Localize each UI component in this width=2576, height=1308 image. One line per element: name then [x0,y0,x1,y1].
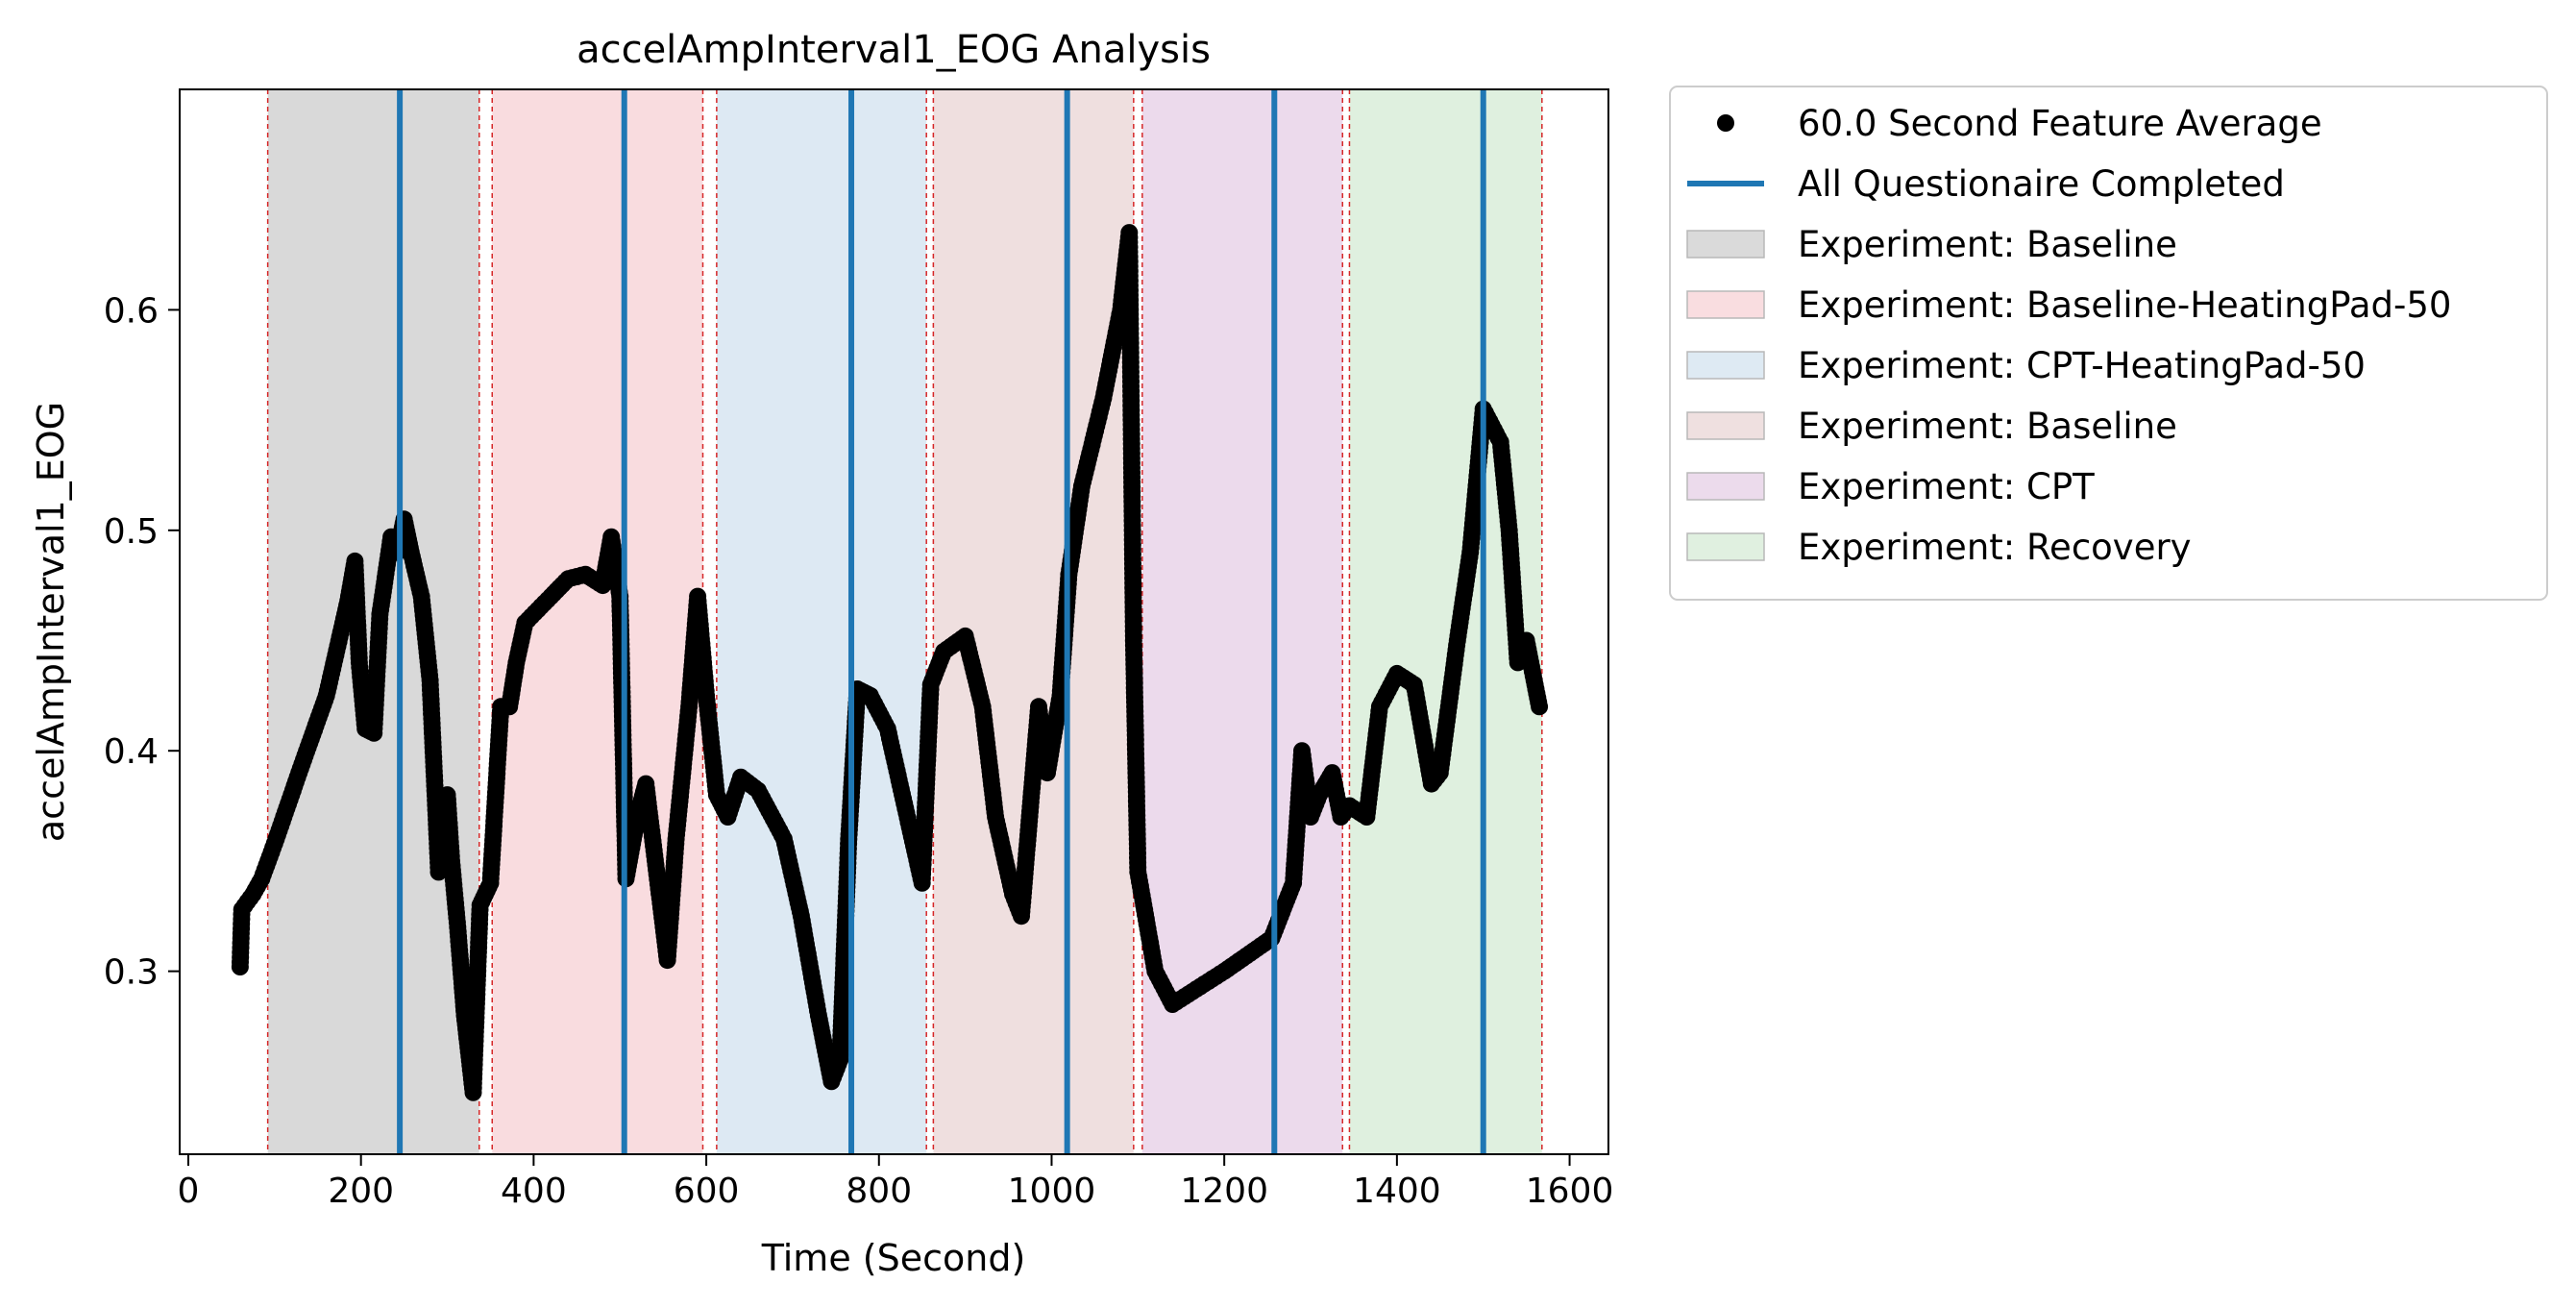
y-axis-label: accelAmpInterval1_EOG [30,402,72,842]
legend-label-3: Experiment: Baseline-HeatingPad-50 [1798,284,2451,326]
data-point-1723 [1531,698,1549,716]
x-tick-label-5: 1000 [1008,1172,1096,1211]
x-tick-label-7: 1400 [1353,1172,1441,1211]
x-axis-label: Time (Second) [761,1237,1026,1279]
legend-marker-0 [1717,114,1734,132]
legend-label-1: All Questionaire Completed [1798,163,2285,205]
legend-box [1669,86,2548,601]
legend-label-2: Experiment: Baseline [1798,224,2177,265]
x-tick-label-6: 1200 [1180,1172,1268,1211]
legend-patch-7 [1686,532,1765,561]
plot-frame [179,88,1609,1155]
legend-label-5: Experiment: Baseline [1798,406,2177,447]
legend-label-4: Experiment: CPT-HeatingPad-50 [1798,345,2366,386]
legend-patch-5 [1686,411,1765,440]
x-tick-label-2: 400 [501,1172,567,1211]
x-tick-label-0: 0 [178,1172,200,1211]
x-axis-ticks: 0 200 400 600 800 1000 1200 1400 1600 [178,1154,1614,1211]
questionnaire-lines [397,89,1486,1154]
legend-label-0: 60.0 Second Feature Average [1798,103,2322,144]
legend-label-7: Experiment: Recovery [1798,527,2192,568]
experiment-region-2 [716,89,927,1154]
experiment-region-3 [933,89,1134,1154]
y-tick-label-1: 0.4 [104,732,159,772]
legend-patch-4 [1686,351,1765,380]
experiment-region-4 [1141,89,1343,1154]
legend-patch-6 [1686,472,1765,501]
x-tick-label-4: 800 [846,1172,912,1211]
y-tick-label-0: 0.3 [104,953,159,993]
chart-title: accelAmpInterval1_EOG Analysis [577,28,1211,72]
legend-patch-2 [1686,230,1765,259]
y-tick-label-3: 0.6 [104,291,159,331]
x-tick-label-1: 200 [328,1172,394,1211]
legend-patch-3 [1686,290,1765,319]
y-tick-label-2: 0.5 [104,512,159,552]
x-tick-label-3: 600 [674,1172,740,1211]
y-axis-ticks: 0.3 0.4 0.5 0.6 [104,291,180,993]
legend: 60.0 Second Feature Average All Questiona… [1669,86,2548,601]
legend-label-6: Experiment: CPT [1798,466,2095,507]
x-tick-label-8: 1600 [1526,1172,1614,1211]
